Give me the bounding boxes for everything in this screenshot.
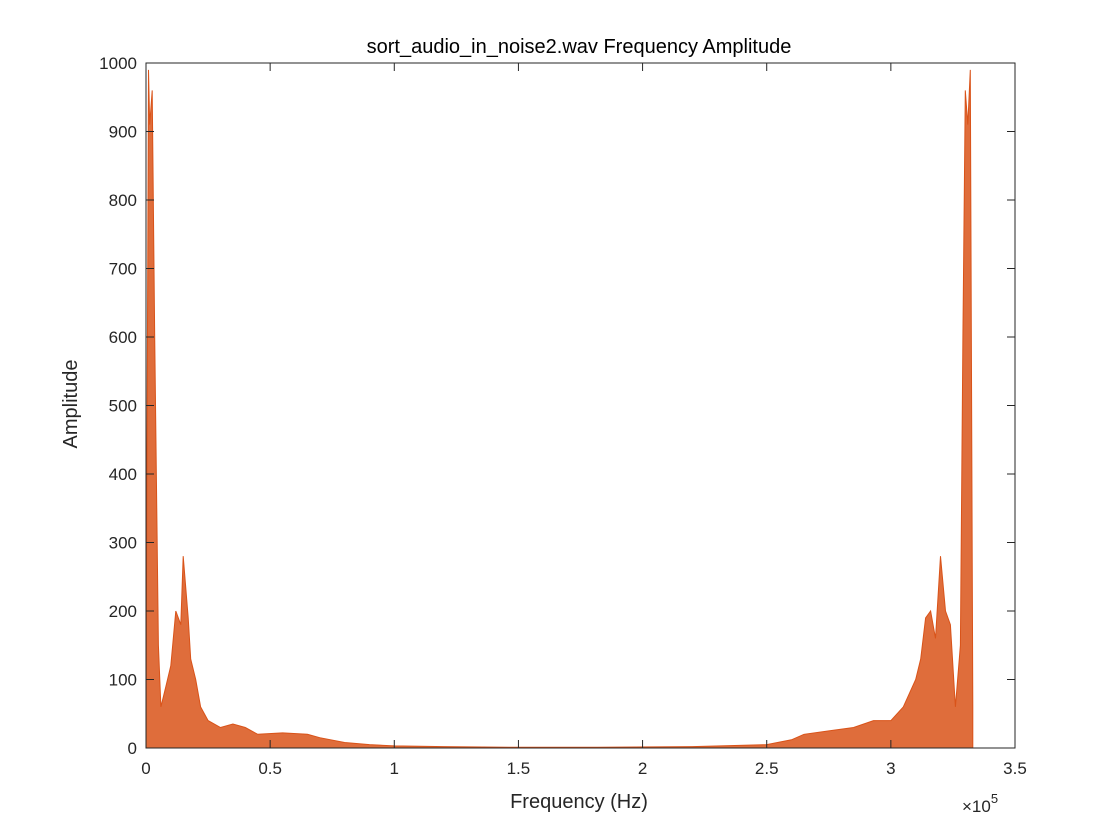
x-tick-label: 0 [141, 759, 150, 778]
chart-title: sort_audio_in_noise2.wav Frequency Ampli… [367, 36, 792, 58]
y-tick-label: 100 [109, 671, 137, 690]
plot-background [146, 63, 1015, 748]
x-tick-label: 1 [390, 759, 399, 778]
y-tick-label: 900 [109, 123, 137, 142]
x-axis-exponent: ×105 [962, 791, 998, 816]
x-axis-exponent-power: 5 [991, 791, 998, 806]
y-tick-label: 800 [109, 191, 137, 210]
y-tick-label: 700 [109, 260, 137, 279]
x-axis-title: Frequency (Hz) [510, 791, 648, 813]
x-tick-label: 3 [886, 759, 895, 778]
amplitude-series [145, 69, 974, 749]
y-axis-title: Amplitude [60, 360, 82, 449]
y-tick-label: 600 [109, 328, 137, 347]
x-tick-label: 2 [638, 759, 647, 778]
x-tick-label: 2.5 [755, 759, 779, 778]
y-tick-label: 0 [128, 739, 137, 758]
y-tick-label: 200 [109, 602, 137, 621]
axes: 0 0.5 1 1.5 2 2.5 3 3.5 0 100 200 300 400 500 600 700 80… [99, 54, 1027, 778]
plot-area [145, 63, 1015, 749]
x-tick-label: 0.5 [258, 759, 282, 778]
y-tick-label: 1000 [99, 54, 137, 73]
x-tick-label: 3.5 [1003, 759, 1027, 778]
y-tick-label: 400 [109, 465, 137, 484]
x-axis-exponent-base: ×10 [962, 797, 991, 816]
y-tick-label: 300 [109, 534, 137, 553]
x-tick-label: 1.5 [507, 759, 531, 778]
y-tick-label: 500 [109, 397, 137, 416]
